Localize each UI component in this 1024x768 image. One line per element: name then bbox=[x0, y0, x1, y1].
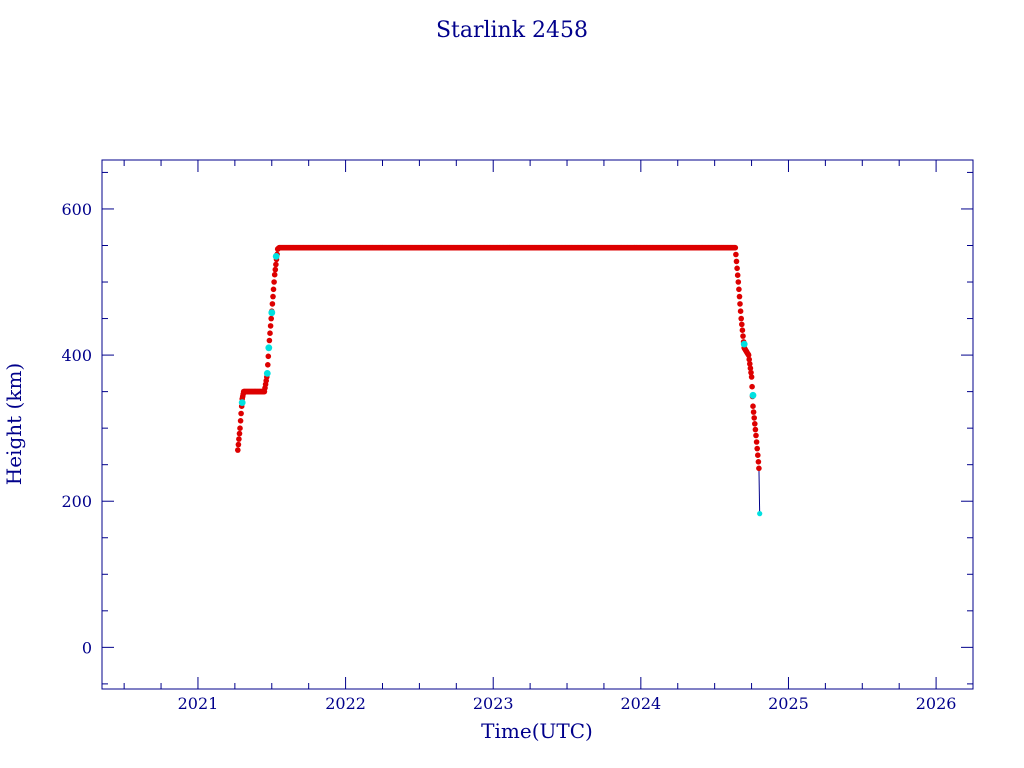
main-data-point bbox=[733, 251, 739, 258]
main-data-point bbox=[747, 361, 753, 367]
main-data-point bbox=[270, 286, 277, 293]
y-axis-tick-labels: 0 200 400 600 bbox=[61, 200, 92, 657]
main-data-point bbox=[753, 439, 760, 445]
main-data-point bbox=[755, 452, 761, 459]
main-data-point bbox=[738, 315, 744, 322]
y-tick-label: 400 bbox=[61, 346, 92, 365]
main-data-point bbox=[265, 362, 271, 368]
y-axis-label: Height (km) bbox=[2, 363, 26, 485]
highlight-data-point bbox=[740, 340, 748, 348]
main-data-point bbox=[752, 426, 759, 433]
x-tick-label: 2026 bbox=[916, 694, 957, 713]
main-data-point bbox=[745, 352, 752, 358]
main-data-point bbox=[748, 374, 755, 380]
main-data-point bbox=[737, 301, 743, 307]
main-data-point bbox=[748, 369, 754, 376]
main-data-point bbox=[749, 383, 755, 390]
decay-line-group bbox=[758, 468, 761, 514]
highlight-data-point bbox=[749, 391, 757, 399]
main-data-point bbox=[750, 409, 757, 415]
main-data-point bbox=[753, 432, 759, 439]
highlight-data-point bbox=[757, 510, 763, 517]
main-data-point bbox=[739, 327, 746, 334]
highlight-data-point bbox=[272, 253, 280, 260]
highlight-data-point bbox=[238, 399, 246, 406]
main-data-point bbox=[270, 293, 276, 300]
main-data-point bbox=[734, 272, 741, 279]
y-tick-label: 0 bbox=[82, 638, 92, 657]
main-data-point bbox=[739, 321, 745, 328]
main-data-point bbox=[734, 265, 740, 272]
y-tick-label: 600 bbox=[61, 200, 92, 219]
main-data-point bbox=[751, 415, 757, 421]
main-data-point bbox=[237, 425, 243, 432]
main-data-point bbox=[271, 279, 277, 285]
main-data-point bbox=[732, 244, 739, 251]
main-data-point bbox=[272, 266, 279, 273]
main-data-point bbox=[235, 447, 241, 453]
chart-title: Starlink 2458 bbox=[436, 18, 588, 43]
main-data-point bbox=[740, 333, 746, 339]
decay-line bbox=[758, 468, 761, 514]
main-data-point bbox=[267, 323, 274, 329]
main-data-point bbox=[273, 261, 279, 268]
x-axis-label: Time(UTC) bbox=[481, 719, 593, 743]
main-data-point bbox=[747, 365, 754, 372]
main-data-point bbox=[266, 337, 273, 344]
main-data-point bbox=[238, 410, 244, 417]
x-axis-tick-labels: 2021 2022 2023 2024 2025 2026 bbox=[178, 694, 957, 713]
main-data-point bbox=[735, 279, 742, 285]
main-data-point bbox=[271, 271, 278, 278]
x-tick-label: 2024 bbox=[620, 694, 661, 713]
plot-frame bbox=[101, 159, 974, 690]
highlight-data-point bbox=[263, 370, 271, 377]
main-data-point bbox=[756, 465, 762, 472]
main-data-point bbox=[237, 418, 244, 424]
main-data-point bbox=[235, 441, 242, 448]
x-tick-label: 2022 bbox=[325, 694, 366, 713]
main-data-point bbox=[746, 356, 752, 363]
highlight-data-point bbox=[265, 344, 273, 352]
main-data-point bbox=[236, 430, 243, 437]
main-data-point bbox=[267, 330, 273, 337]
y-axis-ticks bbox=[102, 171, 973, 685]
highlight-data-point bbox=[268, 309, 276, 317]
highlight-series bbox=[238, 253, 763, 517]
x-tick-label: 2025 bbox=[768, 694, 809, 713]
main-data-point bbox=[752, 421, 758, 427]
main-series bbox=[235, 244, 762, 472]
main-data-point bbox=[733, 258, 740, 265]
main-data-point bbox=[269, 301, 276, 307]
main-data-point bbox=[750, 403, 756, 410]
main-data-point bbox=[268, 315, 275, 322]
main-data-point bbox=[755, 459, 762, 465]
main-data-point bbox=[265, 353, 272, 360]
main-data-point bbox=[737, 308, 744, 315]
main-data-point bbox=[736, 293, 743, 300]
main-data-point bbox=[754, 445, 760, 452]
y-tick-label: 200 bbox=[61, 492, 92, 511]
main-data-point bbox=[236, 436, 242, 442]
main-data-point bbox=[736, 286, 742, 293]
x-tick-label: 2023 bbox=[473, 694, 514, 713]
x-axis-ticks bbox=[123, 160, 974, 689]
x-tick-label: 2021 bbox=[178, 694, 219, 713]
